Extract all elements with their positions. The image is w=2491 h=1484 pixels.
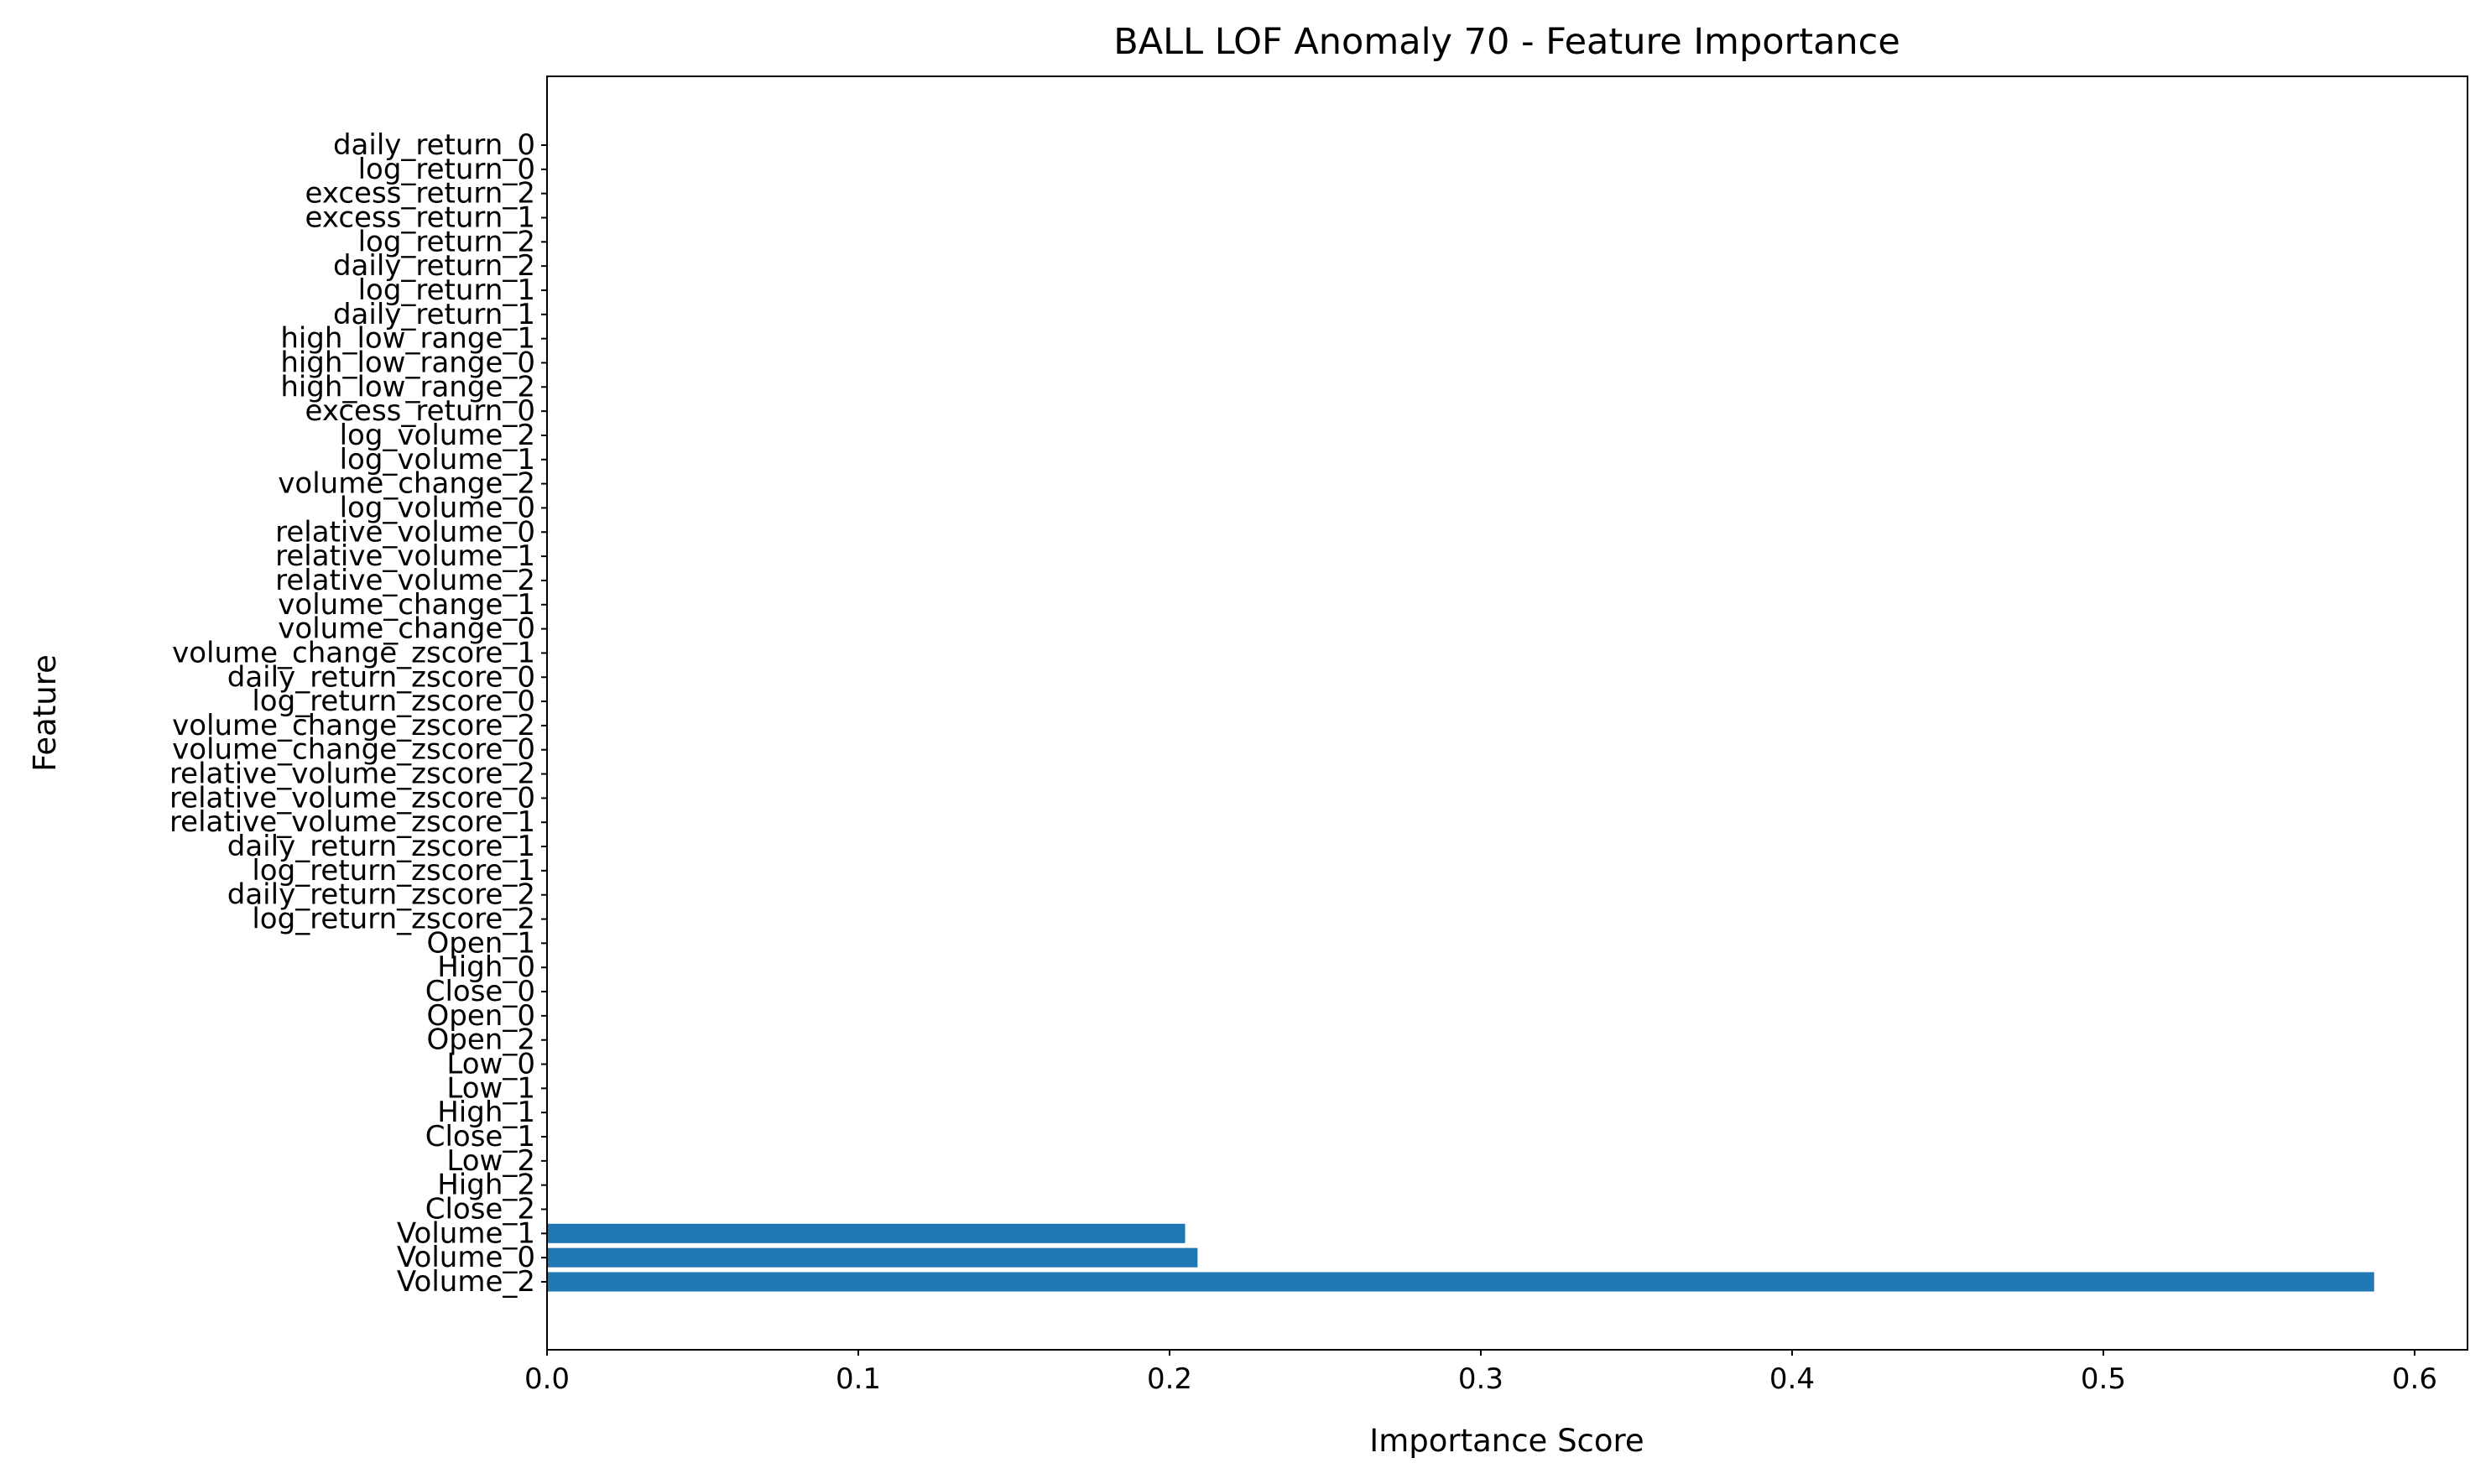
y-tick-label: Close_2: [425, 1193, 535, 1226]
y-tick-label: log_return_zscore_1: [252, 854, 535, 888]
y-tick-label: Volume_1: [397, 1216, 535, 1250]
x-tick-label: 0.5: [2081, 1362, 2126, 1396]
y-tick-label: high_low_range_0: [280, 346, 535, 379]
y-tick-label: excess_return_1: [305, 200, 535, 234]
x-ticks-group: 0.0 0.1 0.2 0.3 0.4 0.5 0.6: [524, 1350, 2437, 1396]
y-tick-label: log_volume_1: [340, 443, 535, 476]
y-tick-label: Close_0: [425, 975, 535, 1008]
x-tick-label: 0.0: [524, 1362, 570, 1396]
y-ticks-group: Volume_2Volume_0Volume_1Close_2High_2Low…: [169, 128, 547, 1299]
y-tick-label: Low_2: [446, 1144, 535, 1178]
y-tick-label: Open_1: [427, 926, 535, 960]
plot-frame: [546, 76, 2468, 1351]
y-tick-label: Volume_0: [397, 1241, 535, 1274]
y-tick-label: relative_volume_1: [275, 539, 535, 573]
y-tick-label: excess_return_0: [305, 394, 535, 428]
y-tick-label: relative_volume_zscore_0: [169, 781, 535, 815]
bar: [547, 1223, 1186, 1243]
y-tick-label: daily_return_0: [333, 128, 535, 162]
y-tick-label: log_return_zscore_0: [252, 685, 535, 718]
x-tick-label: 0.2: [1147, 1362, 1192, 1396]
y-tick-label: volume_change_2: [278, 467, 535, 501]
y-tick-label: High_1: [437, 1096, 535, 1129]
y-tick-label: excess_return_2: [305, 177, 535, 211]
y-tick-label: relative_volume_0: [275, 515, 535, 549]
y-tick-label: Open_2: [427, 1023, 535, 1057]
y-tick-label: daily_return_zscore_2: [227, 878, 535, 912]
bar: [547, 1247, 1198, 1268]
y-tick-label: log_return_zscore_2: [252, 903, 535, 936]
y-tick-label: log_return_1: [358, 273, 535, 307]
y-tick-label: relative_volume_zscore_2: [169, 758, 535, 791]
y-tick-label: volume_change_0: [278, 612, 535, 646]
y-tick-label: High_2: [437, 1169, 535, 1202]
x-axis-title: Importance Score: [1369, 1423, 1644, 1459]
y-tick-label: relative_volume_zscore_1: [169, 805, 535, 839]
y-tick-label: high_low_range_1: [280, 322, 535, 356]
chart-title: BALL LOF Anomaly 70 - Feature Importance: [1113, 21, 1900, 63]
x-tick-label: 0.4: [1769, 1362, 1815, 1396]
y-tick-label: volume_change_zscore_2: [172, 709, 535, 742]
x-tick-label: 0.3: [1458, 1362, 1503, 1396]
y-tick-label: log_return_0: [358, 153, 535, 186]
y-tick-label: log_volume_2: [340, 419, 535, 452]
y-tick-label: Low_1: [446, 1071, 535, 1105]
y-tick-label: Close_1: [425, 1120, 535, 1153]
x-tick-label: 0.6: [2392, 1362, 2437, 1396]
y-tick-label: volume_change_zscore_0: [172, 733, 535, 767]
bar: [547, 1272, 2374, 1292]
y-tick-label: daily_return_zscore_1: [227, 830, 535, 863]
x-tick-label: 0.1: [836, 1362, 881, 1396]
y-tick-label: High_0: [437, 950, 535, 984]
y-tick-label: high_low_range_2: [280, 370, 535, 404]
y-tick-label: log_volume_0: [340, 491, 535, 524]
y-tick-label: daily_return_zscore_0: [227, 660, 535, 694]
y-axis-title: Feature: [27, 654, 63, 772]
y-tick-label: daily_return_1: [333, 298, 535, 331]
y-tick-label: Open_0: [427, 999, 535, 1033]
y-tick-label: Low_0: [446, 1048, 535, 1081]
y-tick-label: Volume_2: [397, 1265, 535, 1299]
y-tick-label: log_return_2: [358, 225, 535, 258]
y-tick-label: volume_change_1: [278, 588, 535, 622]
y-tick-label: daily_return_2: [333, 249, 535, 283]
bars-group: [547, 1223, 2374, 1292]
y-tick-label: volume_change_zscore_1: [172, 636, 535, 669]
y-tick-label: relative_volume_2: [275, 564, 535, 597]
